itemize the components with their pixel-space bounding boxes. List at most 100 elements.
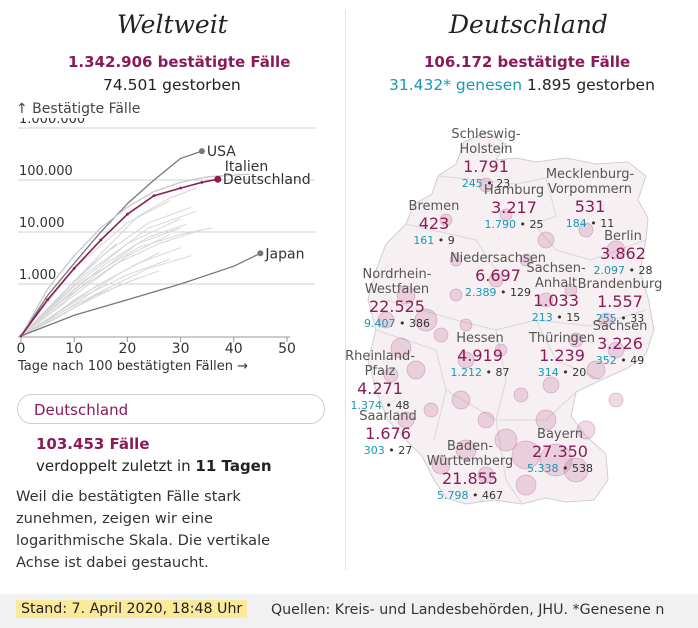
district-bubble	[606, 240, 626, 260]
background-country-line	[20, 283, 102, 337]
state-separator: •	[434, 234, 447, 247]
state-cases: 4.919	[457, 346, 503, 365]
state-name: Mecklenburg-	[546, 167, 635, 182]
district-bubble	[449, 288, 463, 302]
state-separator: •	[483, 177, 496, 190]
background-country-line	[20, 227, 213, 337]
district-bubble	[478, 177, 494, 193]
state-recovered: 303	[364, 444, 385, 457]
district-bubble	[396, 285, 416, 305]
x-tick-label: 30	[172, 341, 190, 357]
district-bubble	[449, 253, 463, 267]
district-bubble	[586, 360, 606, 380]
district-bubble	[439, 213, 453, 227]
background-country-line	[20, 218, 181, 337]
state-recovered: 1.212	[451, 366, 483, 379]
district-bubble	[564, 283, 578, 297]
state-cases: 423	[419, 214, 450, 233]
highlighted-country-lines	[19, 150, 261, 338]
state-recovered-deaths: 2.097 • 28	[594, 264, 653, 277]
state-recovered: 314	[538, 366, 559, 379]
district-bubble	[431, 455, 451, 475]
district-bubble	[488, 272, 504, 288]
country-select[interactable]: Deutschland	[17, 394, 325, 424]
state-cases: 531	[575, 197, 606, 216]
series-line-italien	[20, 173, 250, 337]
state-separator: •	[617, 354, 630, 367]
state-deaths: 28	[638, 264, 652, 277]
state-separator: •	[625, 264, 638, 277]
state-cases: 1.791	[463, 157, 509, 176]
highlight-cases: 103.453 Fälle	[36, 435, 150, 453]
state-cases: 3.217	[491, 198, 537, 217]
doubling-days: 11 Tagen	[195, 457, 272, 475]
state-recovered-deaths: 245 • 23	[462, 177, 510, 190]
state-name: Württemberg	[427, 454, 513, 469]
district-bubble	[451, 390, 471, 410]
district-bubble	[477, 411, 495, 429]
state-recovered-deaths: 303 • 27	[364, 444, 412, 457]
district-bubble	[598, 312, 614, 328]
state-name: Vorpommern	[548, 182, 632, 197]
series-point	[152, 194, 156, 198]
data-timestamp: Stand: 7. April 2020, 18:48 Uhr	[16, 600, 248, 618]
background-country-line	[20, 223, 187, 337]
district-bubble	[390, 337, 412, 359]
state-cases: 6.697	[475, 266, 521, 285]
series-point	[46, 298, 49, 302]
world-confirmed: 1.342.906 bestätigte Fälle	[68, 53, 291, 71]
series-label-japan: Japan	[264, 246, 304, 262]
district-bubble	[568, 332, 584, 348]
y-axis-label: ↑ Bestätigte Fälle	[16, 101, 141, 117]
state-deaths: 129	[510, 286, 531, 299]
district-bubble	[383, 367, 399, 383]
background-country-line	[20, 200, 171, 337]
state-name: Thüringen	[528, 331, 595, 346]
state-cases: 3.862	[600, 244, 646, 263]
background-country-line	[20, 277, 139, 337]
state-deaths: 87	[495, 366, 509, 379]
series-label-deutschland: Deutschland	[223, 172, 311, 188]
state-name: Schleswig-	[451, 127, 521, 142]
state-name: Holstein	[459, 142, 512, 157]
series-line-japan	[20, 252, 261, 337]
district-bubble	[455, 439, 477, 461]
series-end-dot	[214, 175, 222, 183]
germany-recovered: 31.432* genesen	[389, 76, 523, 94]
state-cases: 4.271	[357, 379, 403, 398]
state-recovered-deaths: 1.374 • 48	[351, 399, 410, 412]
world-deaths: 74.501 gestorben	[103, 76, 241, 94]
state-name: Sachsen-	[526, 261, 586, 276]
district-bubble	[608, 392, 624, 408]
district-bubble	[477, 466, 495, 484]
state-separator: •	[497, 286, 510, 299]
state-recovered: 352	[596, 354, 617, 367]
column-divider	[345, 10, 346, 570]
state-recovered-deaths: 5.338 • 538	[527, 462, 593, 475]
state-name: Saarland	[359, 409, 417, 424]
germany-deaths: 1.895 gestorben	[527, 76, 655, 94]
state-deaths: 49	[630, 354, 644, 367]
doubling-prefix: verdoppelt zuletzt in	[36, 457, 196, 475]
state-recovered: 184	[566, 217, 587, 230]
series-point	[179, 186, 183, 190]
state-cases: 1.239	[539, 346, 585, 365]
state-deaths: 25	[529, 218, 543, 231]
